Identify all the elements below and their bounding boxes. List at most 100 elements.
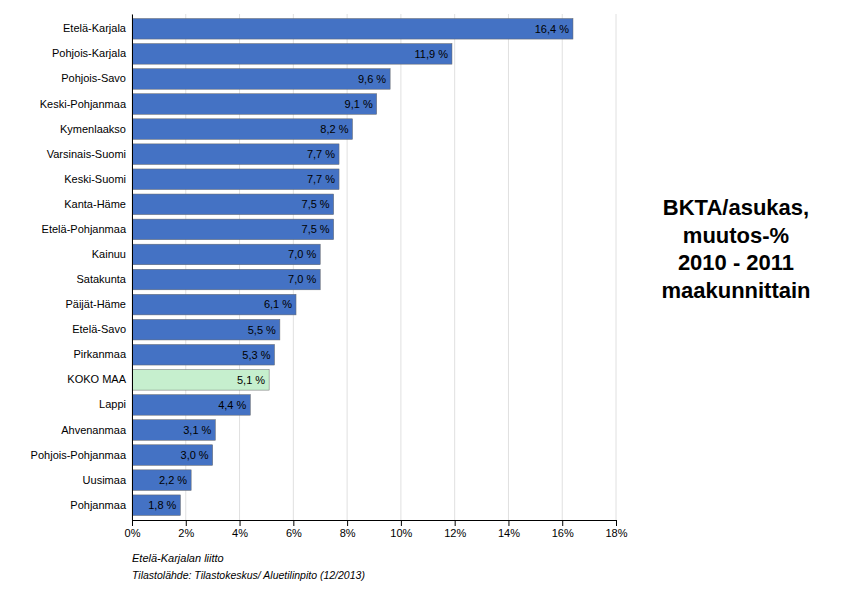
y-tick-label: Kymenlaakso — [60, 123, 126, 135]
chart: 1,8 %2,2 %3,0 %3,1 %4,4 %5,1 %5,3 %5,5 %… — [0, 0, 856, 592]
bar — [132, 294, 296, 315]
y-tick: Kymenlaakso — [60, 123, 132, 135]
grid-line — [293, 14, 294, 520]
data-label: 9,6 % — [358, 73, 386, 85]
y-tick: Ahvenanmaa — [61, 424, 132, 436]
y-tick-label: Keski-Pohjanmaa — [40, 98, 127, 110]
x-tick-label: 16% — [552, 527, 574, 539]
x-tick: 8% — [340, 520, 356, 539]
data-label: 7,5 % — [302, 198, 330, 210]
data-label: 8,2 % — [320, 123, 348, 135]
bar — [132, 395, 250, 416]
y-tick: Pohjois-Savo — [61, 72, 132, 84]
x-tick-label: 0% — [125, 527, 141, 539]
y-tick: Lappi — [99, 398, 132, 410]
grid-line — [185, 14, 186, 520]
annotations: Etelä-Karjalan liittoTilastolähde: Tilas… — [132, 552, 365, 581]
x-tick-label: 6% — [286, 527, 302, 539]
y-tick-label: Pohjois-Pohjanmaa — [31, 449, 127, 461]
y-tick-label: Lappi — [99, 398, 126, 410]
y-tick-label: Keski-Suomi — [64, 173, 126, 185]
y-tick: Satakunta — [76, 273, 132, 285]
y-tick-label: Päijät-Häme — [65, 298, 126, 310]
data-label: 7,5 % — [302, 223, 330, 235]
y-tick-label: Etelä-Pohjanmaa — [42, 223, 127, 235]
data-label: 3,1 % — [183, 424, 211, 436]
x-tick-mark — [508, 520, 509, 526]
y-tick: Varsinais-Suomi — [47, 148, 132, 160]
grid-line — [132, 14, 133, 520]
data-label: 9,1 % — [345, 98, 373, 110]
y-axis: PohjanmaaUusimaaPohjois-PohjanmaaAhvenan… — [31, 15, 133, 521]
data-label: 1,8 % — [148, 499, 176, 511]
x-tick-mark — [186, 520, 187, 526]
data-label: 5,1 % — [237, 374, 265, 386]
x-tick-label: 10% — [390, 527, 412, 539]
bar — [132, 470, 191, 491]
y-tick: Keski-Pohjanmaa — [40, 98, 132, 110]
bar — [132, 144, 339, 165]
data-label: 7,7 % — [307, 173, 335, 185]
title-line: maakunnittain — [661, 278, 810, 303]
grid-line — [508, 14, 509, 520]
y-tick: Pirkanmaa — [73, 348, 132, 360]
y-tick-label: Varsinais-Suomi — [47, 148, 126, 160]
data-label: 7,7 % — [307, 148, 335, 160]
y-tick: Pohjois-Pohjanmaa — [31, 449, 132, 461]
bar — [132, 94, 377, 115]
y-tick-label: Kainuu — [92, 248, 126, 260]
x-tick: 6% — [286, 520, 302, 539]
bar — [132, 495, 180, 516]
x-tick-label: 8% — [340, 527, 356, 539]
data-label: 5,3 % — [242, 349, 270, 361]
title-line: BKTA/asukas, — [663, 195, 809, 220]
y-tick-label: Ahvenanmaa — [61, 424, 127, 436]
x-tick: 12% — [444, 520, 466, 539]
bar — [132, 319, 280, 340]
bar — [132, 219, 334, 240]
grid-line — [239, 14, 240, 520]
x-tick: 16% — [552, 520, 574, 539]
data-label: 16,4 % — [535, 23, 569, 35]
y-tick: KOKO MAA — [67, 373, 132, 385]
y-axis-line — [132, 15, 133, 521]
x-tick-label: 12% — [444, 527, 466, 539]
y-tick: Keski-Suomi — [64, 173, 132, 185]
data-label: 7,0 % — [288, 248, 316, 260]
bar — [132, 445, 213, 466]
data-label: 7,0 % — [288, 273, 316, 285]
y-tick-label: KOKO MAA — [67, 373, 126, 385]
bar — [132, 344, 275, 365]
title: BKTA/asukas,muutos-%2010 - 2011maakunnit… — [661, 195, 810, 303]
y-tick: Päijät-Häme — [65, 298, 132, 310]
title-line: 2010 - 2011 — [678, 250, 794, 275]
bar — [132, 19, 573, 40]
y-tick: Pohjois-Karjala — [52, 47, 132, 59]
bars — [132, 19, 573, 516]
x-tick: 2% — [178, 520, 194, 539]
x-tick-mark — [401, 520, 402, 526]
grid-line — [616, 14, 617, 520]
x-tick-mark — [293, 520, 294, 526]
y-tick: Kainuu — [92, 248, 132, 260]
grid-line — [454, 14, 455, 520]
data-label: 2,2 % — [159, 474, 187, 486]
data-label: 11,9 % — [415, 48, 449, 60]
y-tick-label: Pirkanmaa — [73, 348, 126, 360]
x-tick: 18% — [605, 520, 627, 539]
x-tick: 4% — [232, 520, 248, 539]
bar — [132, 119, 352, 140]
grid-line — [562, 14, 563, 520]
grid — [132, 14, 616, 520]
data-label: 4,4 % — [218, 399, 246, 411]
data-label: 3,0 % — [181, 449, 209, 461]
y-tick: Etelä-Savo — [72, 323, 132, 335]
x-axis-line — [133, 521, 617, 527]
y-tick-label: Etelä-Karjala — [63, 22, 127, 34]
y-tick: Pohjanmaa — [70, 499, 132, 511]
y-tick-label: Pohjois-Karjala — [52, 47, 127, 59]
x-tick-label: 14% — [498, 527, 520, 539]
x-tick-label: 18% — [605, 527, 627, 539]
bar — [132, 194, 334, 215]
y-tick: Kanta-Häme — [64, 198, 132, 210]
